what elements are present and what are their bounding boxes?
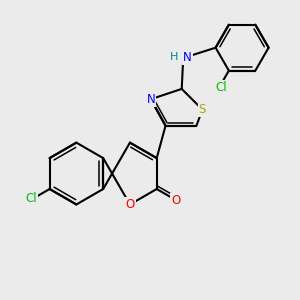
Text: H: H	[170, 52, 178, 61]
Text: Cl: Cl	[26, 192, 38, 205]
Text: O: O	[171, 194, 181, 207]
Text: N: N	[146, 93, 155, 106]
Text: O: O	[125, 198, 135, 211]
Text: S: S	[199, 103, 206, 116]
Text: Cl: Cl	[215, 81, 226, 94]
Text: N: N	[183, 52, 192, 64]
